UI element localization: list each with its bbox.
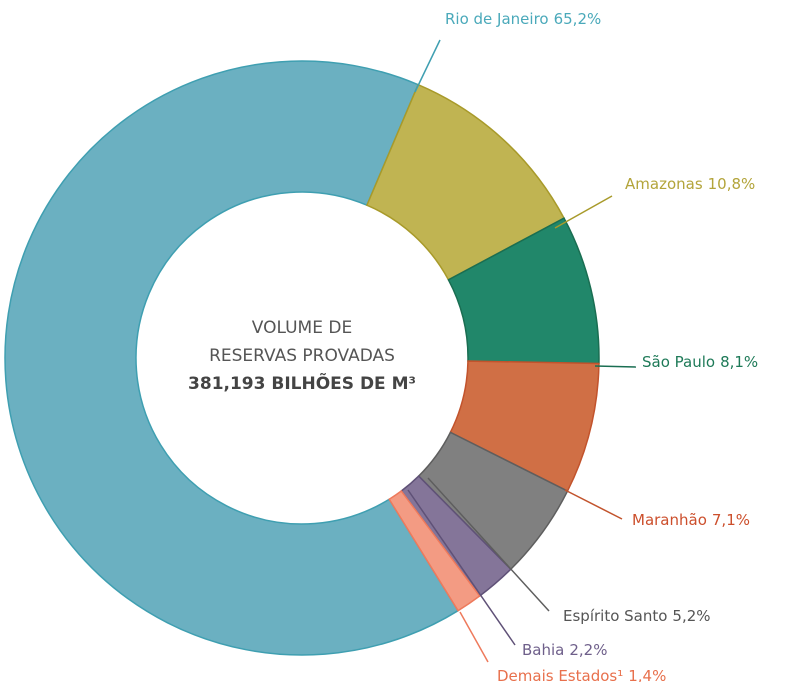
category-label: Bahia — [522, 641, 564, 659]
leader-line — [564, 489, 623, 520]
slice-label: Rio de Janeiro 65,2% — [445, 10, 601, 28]
value-label: 65,2% — [554, 10, 602, 28]
value-label: 2,2% — [569, 641, 607, 659]
slice-label: Maranhão 7,1% — [632, 511, 750, 529]
value-label: 8,1% — [720, 353, 758, 371]
slice — [388, 489, 481, 612]
slices — [4, 60, 600, 656]
slice-label: Bahia 2,2% — [522, 641, 607, 659]
slice-label: Espírito Santo 5,2% — [563, 607, 711, 625]
value-label: 10,8% — [708, 175, 756, 193]
category-label: Amazonas — [625, 175, 703, 193]
leader-line — [427, 477, 550, 612]
category-label: Espírito Santo — [563, 607, 667, 625]
center-text: VOLUME DE — [252, 318, 352, 338]
slice-label: Demais Estados¹ 1,4% — [497, 667, 666, 682]
category-label: Demais Estados¹ — [497, 667, 623, 682]
value-label: 5,2% — [672, 607, 710, 625]
category-label: Maranhão — [632, 511, 707, 529]
center-text: RESERVAS PROVADAS — [209, 346, 395, 366]
leader-line — [554, 195, 613, 229]
value-label: 1,4% — [628, 667, 666, 682]
category-label: São Paulo — [642, 353, 715, 371]
leader-line — [594, 365, 637, 368]
value-label: 7,1% — [712, 511, 750, 529]
slice-label: São Paulo 8,1% — [642, 353, 758, 371]
category-label: Rio de Janeiro — [445, 10, 549, 28]
leader-line — [407, 489, 516, 646]
leader-line — [459, 611, 489, 663]
slice-label: Amazonas 10,8% — [625, 175, 755, 193]
slice — [4, 60, 460, 656]
leader-line — [414, 39, 441, 93]
center-text: 381,193 BILHÕES DE M³ — [188, 371, 416, 394]
leaders — [407, 39, 637, 663]
